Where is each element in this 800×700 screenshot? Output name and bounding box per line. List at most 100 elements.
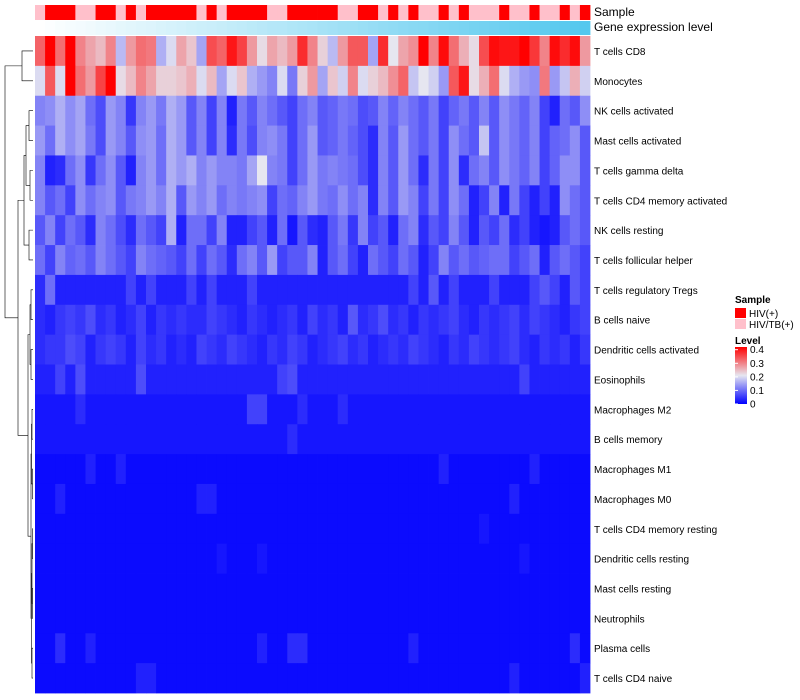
gene-annotation-cell bbox=[75, 21, 86, 35]
heatmap-cell bbox=[418, 603, 429, 634]
heatmap-cell bbox=[55, 663, 66, 694]
heatmap-cell bbox=[347, 573, 359, 604]
heatmap-cell bbox=[368, 454, 379, 485]
heatmap-cell bbox=[347, 65, 359, 97]
heatmap-cell bbox=[297, 36, 308, 67]
heatmap-cell bbox=[489, 543, 500, 574]
heatmap-cell bbox=[55, 394, 66, 425]
heatmap-cell bbox=[246, 513, 258, 545]
heatmap-cell bbox=[388, 125, 399, 156]
heatmap-cell bbox=[529, 424, 540, 455]
heatmap-cell bbox=[206, 65, 218, 97]
heatmap-cell bbox=[489, 65, 500, 97]
heatmap-cell bbox=[327, 513, 339, 545]
heatmap-cell bbox=[115, 543, 127, 574]
heatmap-cell bbox=[378, 215, 389, 246]
heatmap-cell bbox=[357, 603, 369, 634]
heatmap-cell bbox=[519, 454, 530, 485]
heatmap-cell bbox=[569, 215, 581, 246]
heatmap-cell bbox=[468, 424, 480, 455]
heatmap-cell bbox=[368, 334, 379, 365]
heatmap-cell bbox=[105, 155, 117, 186]
heatmap-cell bbox=[408, 364, 419, 395]
heatmap-cell bbox=[337, 65, 349, 97]
heatmap-cell bbox=[135, 215, 147, 246]
heatmap-cell bbox=[418, 215, 429, 246]
heatmap-cell bbox=[55, 573, 66, 604]
heatmap-cell bbox=[347, 125, 359, 156]
sample-annotation-cell bbox=[246, 5, 258, 20]
heatmap-cell bbox=[105, 543, 117, 574]
heatmap-cell bbox=[509, 663, 520, 694]
heatmap-cell bbox=[115, 603, 127, 634]
annotation-bars bbox=[35, 5, 591, 35]
heatmap-cell bbox=[257, 394, 268, 425]
heatmap-cell bbox=[287, 185, 298, 216]
heatmap-cell bbox=[45, 573, 56, 604]
heatmap-cell bbox=[458, 513, 470, 545]
heatmap-cell bbox=[226, 155, 238, 186]
heatmap-cell bbox=[135, 334, 147, 365]
heatmap-cell bbox=[135, 663, 147, 694]
heatmap-cell bbox=[579, 364, 591, 395]
heatmap-cell bbox=[115, 454, 127, 485]
heatmap-cell bbox=[398, 245, 409, 276]
heatmap-cell bbox=[388, 603, 399, 634]
heatmap-cell bbox=[337, 573, 349, 604]
heatmap-cell bbox=[327, 543, 339, 574]
sample-annotation-cell bbox=[95, 5, 107, 20]
heatmap-cell bbox=[489, 334, 500, 365]
heatmap-cell bbox=[176, 513, 187, 545]
level-tick-label: 0 bbox=[750, 400, 756, 411]
heatmap-cell bbox=[357, 125, 369, 156]
heatmap-cell bbox=[105, 274, 117, 306]
heatmap-cell bbox=[297, 454, 308, 485]
heatmap-cell bbox=[458, 663, 470, 694]
heatmap-cell bbox=[327, 274, 339, 306]
heatmap-cell bbox=[347, 245, 359, 276]
heatmap-cell bbox=[287, 304, 298, 336]
heatmap-cell bbox=[559, 483, 571, 515]
heatmap-cell bbox=[297, 304, 308, 336]
heatmap-cell bbox=[398, 424, 409, 455]
heatmap-cell bbox=[479, 633, 490, 664]
heatmap-cell bbox=[236, 364, 248, 395]
heatmap-cell bbox=[479, 454, 490, 485]
heatmap-cell bbox=[378, 65, 389, 97]
heatmap-cell bbox=[246, 245, 258, 276]
heatmap-cell bbox=[569, 95, 581, 126]
heatmap-cell bbox=[529, 483, 540, 515]
heatmap-cell bbox=[357, 663, 369, 694]
heatmap-cell bbox=[529, 543, 540, 574]
heatmap-cell bbox=[549, 633, 561, 664]
sample-annotation-cell bbox=[327, 5, 339, 20]
heatmap-cell bbox=[65, 95, 76, 126]
heatmap-cell bbox=[519, 36, 530, 67]
heatmap-cell bbox=[206, 185, 218, 216]
heatmap-cell bbox=[125, 454, 137, 485]
heatmap-cell bbox=[186, 95, 197, 126]
heatmap-cell bbox=[45, 454, 56, 485]
heatmap-cell bbox=[357, 424, 369, 455]
heatmap-cell bbox=[559, 155, 571, 186]
heatmap-cell bbox=[388, 245, 399, 276]
heatmap-cell bbox=[347, 95, 359, 126]
heatmap-cell bbox=[216, 543, 228, 574]
heatmap-cell bbox=[216, 573, 228, 604]
heatmap-cell bbox=[85, 603, 96, 634]
heatmap-cell bbox=[267, 334, 278, 365]
heatmap-cell bbox=[539, 274, 551, 306]
sample-annotation-cell bbox=[236, 5, 248, 20]
heatmap-cell bbox=[519, 394, 530, 425]
sample-annotation-cell bbox=[186, 5, 197, 20]
heatmap-cell bbox=[65, 483, 76, 515]
heatmap-cell bbox=[448, 573, 460, 604]
heatmap-cell bbox=[35, 36, 46, 67]
gene-annotation-cell bbox=[499, 21, 510, 35]
heatmap-cell bbox=[509, 65, 520, 97]
heatmap-cell bbox=[236, 573, 248, 604]
heatmap-cell bbox=[287, 513, 298, 545]
heatmap-cell bbox=[398, 95, 409, 126]
heatmap-cell bbox=[216, 95, 228, 126]
dendrogram-branch bbox=[29, 170, 33, 201]
